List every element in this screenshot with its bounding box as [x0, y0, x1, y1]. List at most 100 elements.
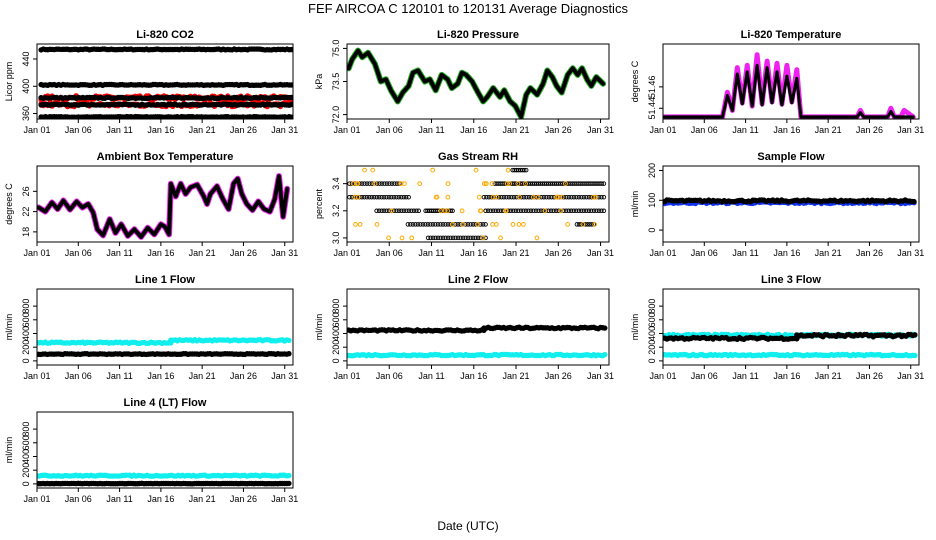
- point: [286, 351, 292, 357]
- plot-frame: [36, 411, 294, 489]
- panel-title: Line 3 Flow: [761, 274, 821, 286]
- x-tick-label: Jan 31: [271, 125, 298, 135]
- point: [443, 235, 448, 241]
- point: [376, 208, 382, 214]
- point: [478, 222, 483, 227]
- point: [534, 194, 539, 200]
- point: [519, 194, 524, 200]
- y-tick-label: 3.4: [331, 177, 341, 190]
- point: [374, 181, 380, 186]
- point: [362, 167, 368, 173]
- series-line-mid: [38, 81, 293, 89]
- point: [556, 208, 561, 214]
- x-tick-label: Jan 06: [65, 248, 92, 258]
- figure-xlabel: Date (UTC): [437, 519, 498, 533]
- point: [369, 181, 375, 186]
- point: [438, 208, 444, 214]
- y-axis-label: ml/min: [4, 437, 14, 464]
- y-tick-label: 3.2: [331, 205, 341, 218]
- point: [399, 235, 405, 241]
- point: [470, 222, 476, 227]
- point: [565, 222, 570, 227]
- point: [394, 194, 399, 200]
- point: [372, 181, 378, 187]
- point: [389, 208, 395, 214]
- point: [507, 181, 512, 187]
- panel-box-temp: Ambient Box Temperature degrees C 18 22 26 Ja…: [4, 151, 298, 258]
- y-tick-label: 800: [647, 299, 657, 314]
- point: [445, 194, 451, 200]
- point: [584, 208, 589, 214]
- point: [386, 208, 392, 214]
- x-tick-label: Jan 06: [691, 371, 718, 381]
- point: [511, 208, 516, 214]
- point: [559, 194, 565, 200]
- point: [475, 222, 481, 227]
- point: [420, 222, 426, 227]
- point: [529, 194, 534, 200]
- point: [367, 194, 372, 200]
- y-axis-label: ml/min: [4, 314, 14, 341]
- point: [460, 222, 466, 227]
- point: [526, 194, 532, 200]
- point: [485, 208, 491, 214]
- point: [521, 222, 526, 227]
- x-tick-label: Jan 26: [230, 248, 257, 258]
- plot-area: [347, 47, 607, 119]
- point: [430, 222, 436, 227]
- point: [513, 208, 519, 214]
- y-tick-label: 600: [21, 435, 31, 450]
- x-tick-label: Jan 16: [147, 494, 174, 504]
- point: [433, 222, 438, 227]
- point: [381, 208, 387, 214]
- plot-area: [663, 331, 918, 359]
- x-tick-label: Jan 01: [23, 248, 50, 258]
- point: [504, 181, 510, 187]
- plot-frame: [36, 288, 294, 366]
- point: [359, 181, 365, 186]
- point: [569, 194, 574, 200]
- x-tick-label: Jan 16: [147, 248, 174, 258]
- point: [599, 208, 604, 214]
- x-tick-label: Jan 11: [732, 371, 758, 381]
- series-line3-cyan-low: [663, 351, 918, 359]
- panel-co2: Li-820 CO2 Licor ppm 360 400 440 Jan 01 Jan 06…: [4, 29, 298, 135]
- series-rh-3.4-a: [347, 181, 402, 186]
- point: [535, 194, 541, 200]
- point: [455, 235, 461, 241]
- point: [347, 194, 352, 200]
- point: [558, 208, 564, 214]
- plot-frame: [346, 288, 610, 366]
- panel-title: Li-820 Pressure: [437, 29, 519, 41]
- x-tick-label: Jan 06: [65, 494, 92, 504]
- x-tick-label: Jan 21: [503, 371, 530, 381]
- point: [384, 181, 390, 186]
- x-tick-label: Jan 31: [587, 371, 614, 381]
- panel-title: Li-820 CO2: [136, 29, 193, 41]
- point: [455, 222, 461, 227]
- point: [463, 235, 468, 241]
- point: [392, 181, 397, 186]
- y-tick-label: 200: [21, 463, 31, 478]
- point: [445, 222, 451, 227]
- plot-area: [37, 337, 292, 358]
- point: [521, 208, 526, 214]
- point: [566, 208, 571, 214]
- x-tick-label: Jan 16: [147, 371, 174, 381]
- x-tick-label: Jan 21: [189, 371, 216, 381]
- y-tick-label: 18: [21, 227, 31, 237]
- x-tick-label: Jan 06: [376, 125, 403, 135]
- point: [509, 194, 514, 200]
- y-tick-label: 400: [21, 326, 31, 341]
- point: [586, 208, 592, 214]
- point: [364, 181, 370, 186]
- point: [501, 194, 507, 200]
- point: [465, 235, 471, 241]
- x-tick-label: Jan 16: [147, 125, 174, 135]
- point: [589, 222, 594, 227]
- point: [381, 194, 387, 200]
- point: [414, 208, 419, 214]
- point: [391, 194, 397, 200]
- point: [443, 222, 448, 227]
